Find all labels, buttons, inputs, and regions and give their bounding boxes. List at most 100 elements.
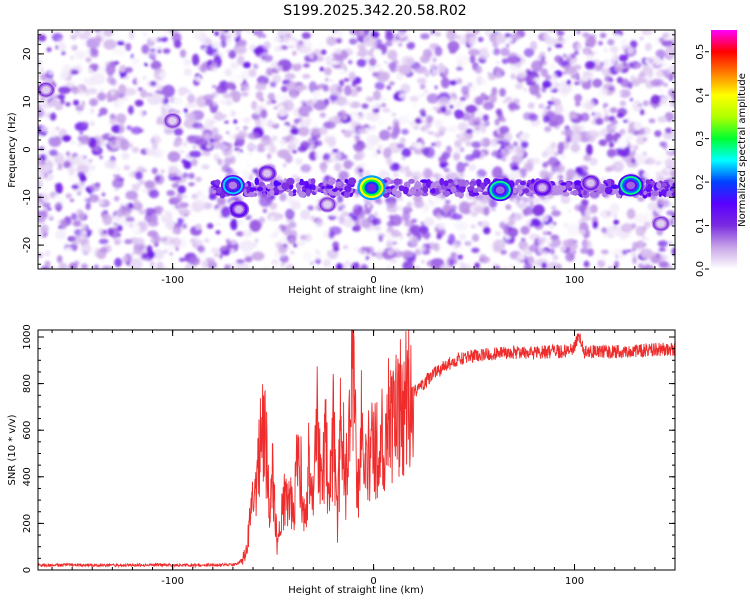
noise-cell bbox=[84, 211, 90, 216]
noise-cell bbox=[531, 60, 543, 73]
noise-cell bbox=[431, 68, 440, 77]
noise-cell bbox=[225, 238, 230, 244]
noise-cell bbox=[587, 70, 594, 82]
noise-cell bbox=[632, 241, 639, 249]
band-cell bbox=[660, 189, 667, 197]
noise-cell bbox=[581, 199, 589, 206]
noise-cell bbox=[494, 118, 500, 126]
snr-y-ticks: 0 200 400 600 800 1000 bbox=[22, 324, 675, 573]
noise-cell bbox=[243, 117, 251, 124]
noise-cell bbox=[671, 247, 675, 256]
noise-cell bbox=[537, 243, 544, 254]
noise-cell bbox=[570, 254, 575, 259]
noise-cell bbox=[185, 253, 191, 258]
noise-cell bbox=[545, 37, 559, 46]
noise-cell bbox=[195, 76, 202, 82]
noise-cell bbox=[365, 96, 374, 102]
noise-cell bbox=[163, 249, 168, 254]
noise-cell bbox=[424, 217, 435, 227]
noise-cell bbox=[167, 151, 181, 163]
y-tick-label: 400 bbox=[22, 467, 33, 486]
noise-cell bbox=[421, 260, 425, 264]
colorbar-tick-label: 0.3 bbox=[695, 131, 706, 147]
figure-title: S199.2025.342.20.58.R02 bbox=[283, 3, 466, 19]
noise-cell bbox=[509, 171, 522, 181]
noise-cell bbox=[392, 247, 400, 252]
noise-cell bbox=[229, 133, 235, 140]
noise-cell bbox=[449, 259, 455, 266]
noise-cell bbox=[470, 112, 476, 118]
noise-cell bbox=[523, 263, 533, 269]
noise-cell bbox=[616, 137, 628, 149]
noise-cell bbox=[581, 121, 587, 125]
noise-cell bbox=[291, 62, 302, 72]
noise-cell bbox=[177, 204, 182, 209]
noise-cell bbox=[251, 251, 265, 261]
noise-cell bbox=[225, 36, 233, 46]
band-cell bbox=[442, 190, 451, 197]
noise-cell bbox=[52, 193, 61, 202]
noise-cell bbox=[114, 187, 119, 192]
noise-cell bbox=[502, 266, 509, 269]
noise-cell bbox=[249, 219, 262, 232]
band-cell bbox=[344, 178, 349, 184]
noise-cell bbox=[89, 165, 96, 171]
noise-cell bbox=[453, 146, 461, 155]
noise-cell bbox=[230, 110, 237, 117]
noise-cell bbox=[555, 164, 565, 174]
noise-cell bbox=[389, 81, 395, 86]
noise-cell bbox=[567, 242, 578, 250]
noise-cell bbox=[57, 94, 66, 100]
noise-cell bbox=[657, 116, 667, 123]
noise-cell bbox=[256, 30, 264, 39]
spectrogram-field bbox=[38, 30, 675, 269]
noise-cell bbox=[46, 47, 52, 53]
noise-cell bbox=[498, 125, 510, 134]
noise-cell bbox=[492, 43, 499, 48]
noise-cell bbox=[65, 102, 71, 107]
noise-cell bbox=[69, 198, 75, 203]
noise-cell bbox=[658, 151, 666, 162]
noise-cell bbox=[279, 254, 289, 264]
noise-cell bbox=[77, 142, 83, 147]
noise-cell bbox=[298, 126, 310, 137]
band-cell bbox=[305, 189, 311, 197]
noise-cell bbox=[520, 225, 530, 235]
noise-cell bbox=[557, 36, 564, 42]
noise-cell bbox=[197, 245, 206, 253]
noise-cell bbox=[243, 79, 247, 83]
band-cell bbox=[516, 186, 525, 191]
y-tick-label: -20 bbox=[22, 237, 33, 253]
noise-cell bbox=[503, 217, 509, 224]
noise-cell bbox=[478, 47, 490, 60]
noise-cell bbox=[77, 192, 89, 204]
noise-cell bbox=[133, 197, 139, 205]
noise-cell bbox=[120, 122, 125, 127]
y-tick-label: 800 bbox=[22, 374, 33, 393]
noise-cell bbox=[485, 30, 491, 37]
noise-cell bbox=[280, 252, 286, 257]
noise-cell bbox=[603, 47, 609, 53]
noise-cell bbox=[272, 232, 278, 237]
snr-y-axis-label: SNR (10 * v/v) bbox=[7, 414, 18, 485]
noise-cell bbox=[587, 35, 596, 48]
noise-cell bbox=[44, 250, 51, 257]
band-cell bbox=[665, 190, 674, 198]
noise-cell bbox=[140, 89, 148, 99]
noise-cell bbox=[605, 226, 616, 233]
noise-cell bbox=[158, 109, 165, 114]
noise-cell bbox=[237, 55, 245, 66]
noise-cell bbox=[351, 215, 358, 221]
noise-cell bbox=[404, 206, 411, 212]
peak-ring bbox=[323, 201, 332, 208]
noise-cell bbox=[431, 196, 443, 205]
noise-cell bbox=[644, 237, 649, 241]
noise-cell bbox=[97, 113, 102, 117]
noise-cell bbox=[300, 164, 312, 173]
noise-cell bbox=[364, 207, 372, 215]
noise-cell bbox=[286, 39, 297, 48]
noise-cell bbox=[634, 213, 647, 223]
noise-cell bbox=[224, 265, 230, 269]
noise-cell bbox=[70, 140, 75, 146]
noise-cell bbox=[437, 97, 451, 108]
